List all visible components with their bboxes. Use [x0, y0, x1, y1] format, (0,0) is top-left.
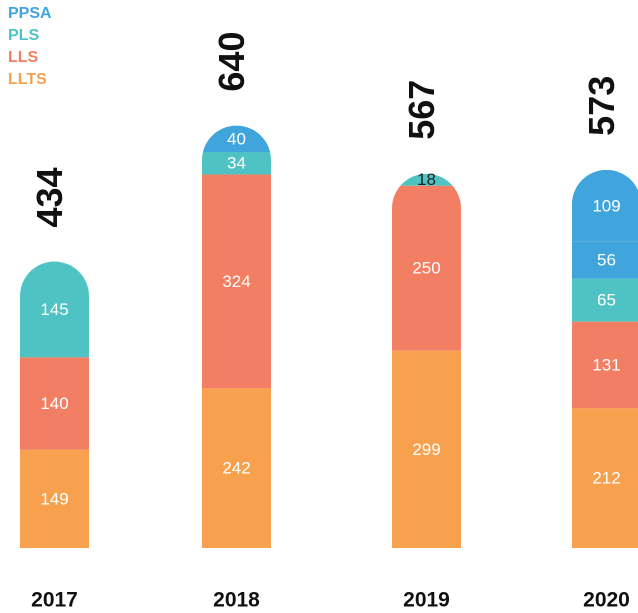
legend-label: LLS	[8, 49, 39, 66]
segment-label: 131	[592, 355, 620, 374]
bar-segment	[392, 185, 461, 351]
x-tick-label: 2018	[213, 589, 260, 612]
segment-label: 250	[412, 259, 440, 278]
total-label: 573	[581, 76, 622, 136]
total-label: 640	[211, 32, 252, 92]
legend: PPSA PLS LLS LLTS	[8, 5, 52, 88]
bar-segment	[392, 350, 461, 548]
segment-label: 34	[227, 154, 246, 173]
segment-label: 299	[412, 440, 440, 459]
bar-segment	[20, 357, 89, 450]
segment-label: 109	[592, 196, 620, 215]
segment-label: 149	[40, 489, 68, 508]
bar-stack	[20, 261, 89, 548]
x-tick-label: 2017	[31, 589, 78, 612]
segment-label: 40	[227, 129, 246, 148]
bar-stack	[202, 125, 271, 548]
bars: 149 140 145 434 2017 242 324 34 40 640 2018 299 250 1…	[20, 32, 638, 612]
bar-segment	[202, 388, 271, 548]
x-tick-label: 2020	[583, 589, 630, 612]
total-label: 434	[29, 167, 70, 227]
bar-segment	[572, 278, 638, 322]
bar-segment	[572, 408, 638, 548]
total-label: 567	[401, 80, 442, 140]
segment-label: 145	[40, 300, 68, 319]
x-tick-label: 2019	[403, 589, 450, 612]
bar-segment	[202, 152, 271, 175]
legend-label: PPSA	[8, 5, 52, 22]
segment-label: 212	[592, 469, 620, 488]
bar-stack	[572, 169, 638, 548]
bar-segment	[572, 241, 638, 279]
legend-label: PLS	[8, 27, 39, 44]
bar-segment	[572, 169, 638, 242]
bar-segment	[20, 261, 89, 358]
segment-label: 65	[597, 291, 616, 310]
bar-segment	[202, 174, 271, 389]
segment-label: 56	[597, 251, 616, 270]
bar-segment	[572, 321, 638, 409]
bar-stack	[392, 173, 461, 548]
bar-segment	[392, 173, 461, 186]
segment-label: 18	[417, 170, 436, 189]
segment-label: 242	[222, 459, 250, 478]
segment-label: 324	[222, 272, 250, 291]
bar-segment	[20, 449, 89, 548]
legend-label: LLTS	[8, 71, 47, 88]
segment-label: 140	[40, 394, 68, 413]
